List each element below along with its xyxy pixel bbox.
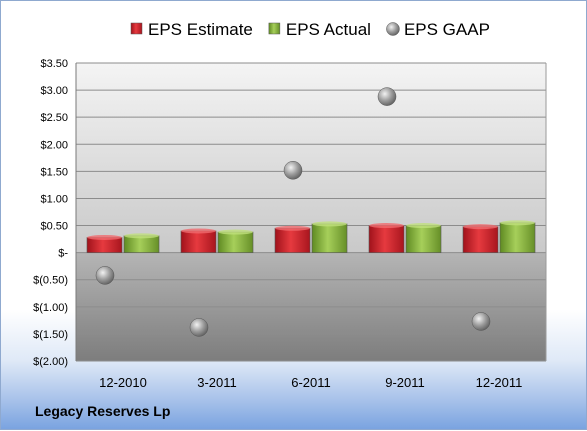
plot-area-positive [76, 63, 546, 253]
legend-swatch [130, 22, 143, 35]
point-eps-gaap [283, 161, 303, 180]
company-name: Legacy Reserves Lp [35, 403, 171, 419]
bar-top-highlight [463, 224, 498, 230]
bar-eps-estimate [274, 227, 311, 253]
bar-top-highlight [369, 223, 404, 229]
point-eps-gaap [95, 266, 115, 285]
x-tick-label: 12-2010 [99, 375, 147, 390]
y-tick-label: $1.50 [40, 166, 68, 178]
y-tick-label: $1.00 [40, 193, 68, 205]
x-tick-label: 3-2011 [197, 375, 237, 390]
legend-label: EPS Actual [286, 20, 371, 39]
bar-top-highlight [181, 228, 216, 234]
y-tick-label: $(0.50) [33, 275, 68, 287]
y-tick-label: $0.50 [40, 221, 68, 233]
bar-eps-actual [405, 225, 442, 253]
bar-eps-estimate [462, 226, 499, 253]
legend-label: EPS GAAP [404, 20, 490, 39]
bar-top-highlight [406, 223, 441, 229]
legend-swatch [386, 22, 400, 36]
point-eps-gaap [189, 318, 209, 337]
bar-top-highlight [275, 225, 310, 231]
bar-top-highlight [312, 221, 347, 227]
bar-eps-actual [311, 223, 348, 253]
point-eps-gaap [377, 87, 397, 106]
y-tick-label: $3.50 [40, 58, 68, 70]
bar-eps-estimate [368, 225, 405, 253]
y-tick-label: $(1.50) [33, 329, 68, 341]
y-tick-label: $2.50 [40, 112, 68, 124]
bar-eps-actual [499, 222, 536, 253]
x-tick-label: 6-2011 [291, 375, 331, 390]
legend-label: EPS Estimate [148, 20, 253, 39]
bar-eps-estimate [180, 230, 217, 253]
y-tick-label: $3.00 [40, 85, 68, 97]
y-tick-label: $- [58, 248, 68, 260]
bar-top-highlight [124, 233, 159, 239]
y-tick-label: $(1.00) [33, 302, 68, 314]
legend-swatch [268, 22, 281, 35]
point-eps-gaap [471, 312, 491, 331]
y-tick-label: $2.00 [40, 139, 68, 151]
bar-top-highlight [500, 220, 535, 226]
x-tick-label: 12-2011 [476, 375, 523, 390]
y-tick-label: $(2.00) [33, 356, 68, 368]
x-tick-label: 9-2011 [385, 375, 425, 390]
bar-eps-actual [123, 235, 160, 253]
bar-top-highlight [218, 229, 253, 235]
bar-eps-actual [217, 231, 254, 253]
bar-top-highlight [87, 234, 122, 240]
